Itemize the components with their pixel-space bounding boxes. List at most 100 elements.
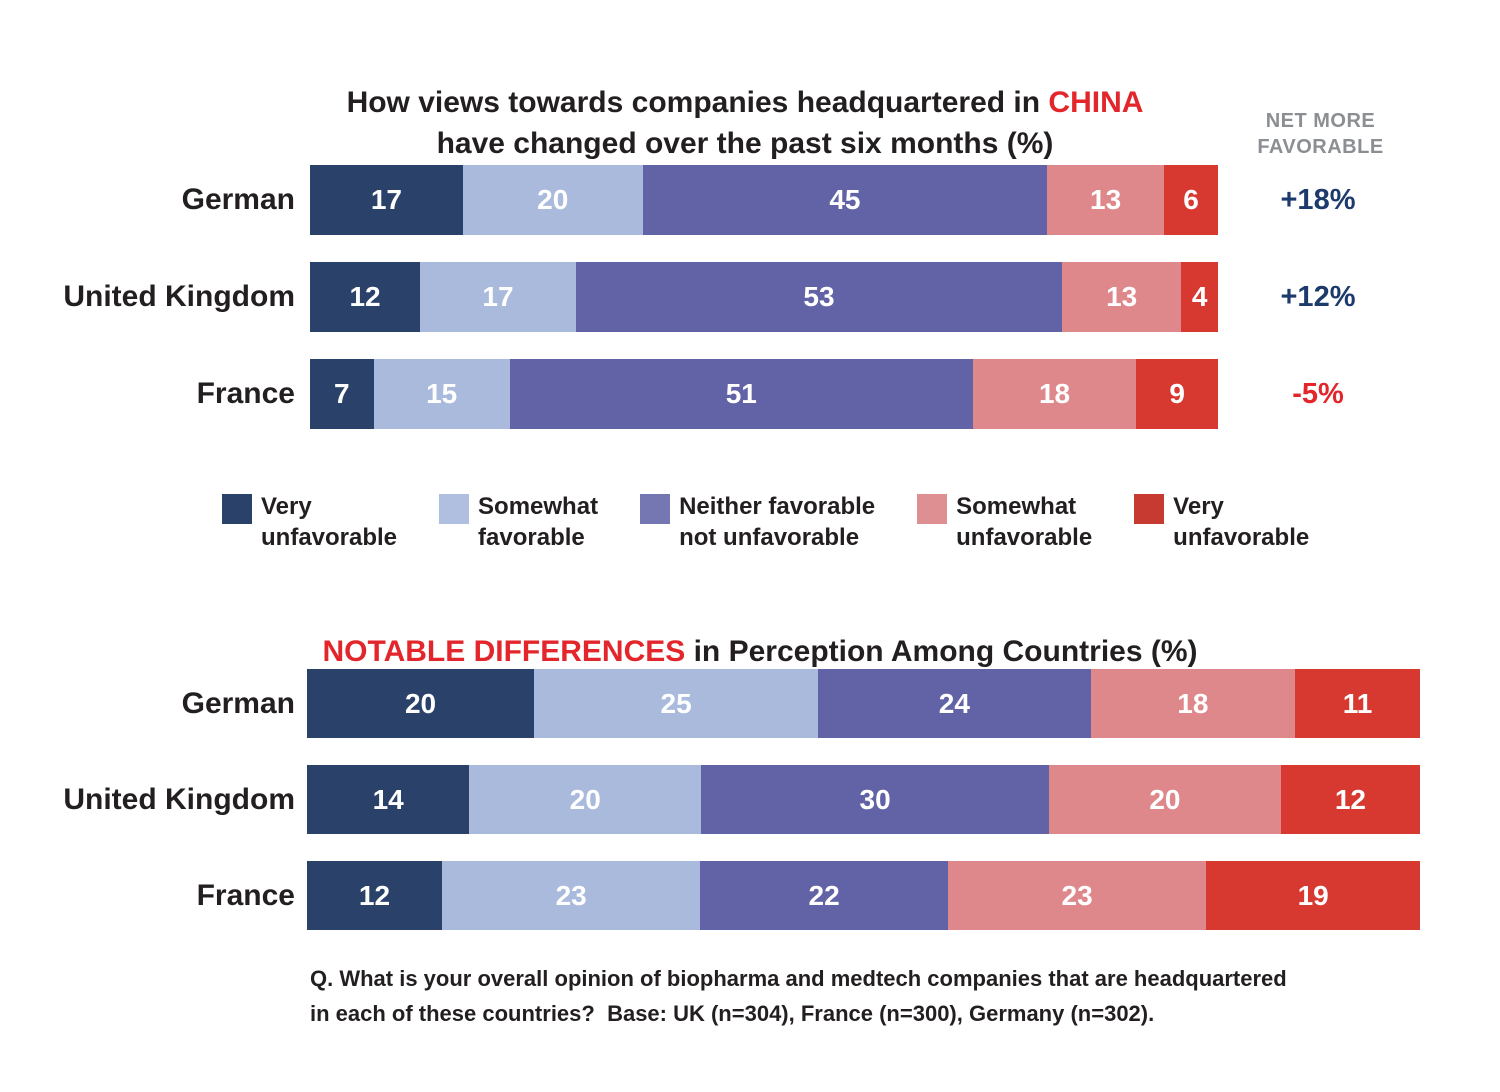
segment-neither-favorable-not-unfavorable: 45 [642, 165, 1048, 235]
legend-item-1: Somewhat favorable [439, 492, 598, 553]
segment-neither-favorable-not-unfavorable: 30 [701, 765, 1049, 834]
segment-very-unfavorable: 11 [1295, 669, 1420, 738]
net-more-favorable-value: +18% [1280, 183, 1356, 216]
segment-somewhat-unfavorable: 18 [972, 359, 1137, 429]
legend-label-2: Neither favorable not unfavorable [679, 493, 876, 551]
chart2-title-highlight: NOTABLE DIFFERENCES [322, 634, 686, 668]
legend-item-3: Somewhat unfavorable [917, 492, 1092, 553]
segment-neither-favorable-not-unfavorable: 53 [575, 262, 1063, 332]
chart2-rows: German 20 25 24 18 11 United Kingdom 14 20 30 20 12… [0, 669, 1420, 930]
segment-value: 30 [859, 783, 891, 815]
segment-very-unfavorable: 12 [310, 262, 421, 332]
segment-neither-favorable-not-unfavorable: 22 [700, 861, 948, 930]
stacked-bar-france: 7 15 51 18 9 [310, 359, 1218, 429]
segment-very-unfavorable: 12 [1280, 765, 1420, 834]
row-label-german: German [181, 686, 295, 720]
segment-very-unfavorable: 4 [1181, 262, 1218, 332]
stacked-bar-france: 12 23 22 23 19 [307, 861, 1420, 930]
segment-somewhat-unfavorable: 13 [1047, 165, 1165, 235]
segment-very-unfavorable: 14 [307, 765, 470, 834]
stacked-bar-united-kingdom: 12 17 53 13 4 [310, 262, 1218, 332]
segment-value: 14 [372, 783, 404, 815]
chart2-title-suffix: in Perception Among Countries (%) [685, 634, 1198, 668]
chart1-title-highlight: CHINA [1048, 85, 1144, 119]
legend-swatch-3 [917, 494, 948, 524]
segment-very-unfavorable: 6 [1164, 165, 1218, 235]
segment-somewhat-favorable: 23 [441, 861, 701, 930]
stacked-bar-united-kingdom: 14 20 30 20 12 [307, 765, 1420, 834]
segment-value: 53 [803, 281, 835, 312]
segment-value: 13 [1106, 281, 1138, 312]
segment-very-unfavorable: 19 [1206, 861, 1420, 930]
segment-somewhat-favorable: 20 [462, 165, 643, 235]
chart1-title-line1: How views towards companies headquartere… [285, 82, 1205, 123]
footnote-line1: Q. What is your overall opinion of bioph… [310, 966, 1287, 991]
segment-value: 20 [569, 783, 601, 815]
segment-value: 45 [829, 184, 861, 215]
bar-row-german: German 17 20 45 13 6 +18% [0, 165, 1418, 235]
segment-somewhat-favorable: 17 [420, 262, 576, 332]
chart2-title: NOTABLE DIFFERENCES in Perception Among … [260, 631, 1260, 672]
segment-very-unfavorable: 9 [1136, 359, 1218, 429]
segment-value: 51 [725, 378, 757, 409]
legend-swatch-2 [640, 494, 671, 524]
net-more-favorable-value: -5% [1292, 377, 1344, 410]
segment-value: 24 [938, 687, 970, 719]
bar-row-france: France 12 23 22 23 19 [0, 861, 1420, 930]
segment-somewhat-unfavorable: 18 [1090, 669, 1296, 738]
row-label-france: France [196, 878, 295, 912]
segment-value: 25 [660, 687, 692, 719]
segment-somewhat-unfavorable: 20 [1049, 765, 1281, 834]
segment-value: 18 [1177, 687, 1209, 719]
segment-value: 11 [1342, 687, 1373, 719]
legend-item-2: Neither favorable not unfavorable [640, 492, 875, 553]
legend-label-1: Somewhat favorable [478, 493, 599, 551]
segment-value: 13 [1090, 184, 1122, 215]
segment-value: 19 [1297, 879, 1329, 911]
segment-value: 17 [370, 184, 402, 215]
segment-value: 15 [426, 378, 458, 409]
segment-value: 12 [349, 281, 381, 312]
segment-very-unfavorable: 12 [307, 861, 442, 930]
segment-value: 23 [1061, 879, 1093, 911]
bar-row-united-kingdom: United Kingdom 12 17 53 13 4 +12% [0, 262, 1418, 332]
bar-row-united-kingdom: United Kingdom 14 20 30 20 12 [0, 765, 1420, 834]
bar-row-france: France 7 15 51 18 9 -5% [0, 359, 1418, 429]
segment-value: 17 [482, 281, 514, 312]
segment-value: 23 [555, 879, 587, 911]
row-label-german: German [181, 183, 295, 216]
segment-somewhat-favorable: 25 [534, 669, 819, 738]
legend-item-0: Very unfavorable [222, 492, 397, 553]
segment-very-unfavorable: 7 [310, 359, 374, 429]
segment-somewhat-unfavorable: 13 [1062, 262, 1182, 332]
net-more-favorable-value: +12% [1280, 280, 1356, 313]
legend-swatch-1 [439, 494, 470, 524]
segment-value: 7 [333, 378, 350, 409]
stacked-bar-german: 17 20 45 13 6 [310, 165, 1218, 235]
chart2-title-line1: NOTABLE DIFFERENCES in Perception Among … [260, 631, 1260, 672]
legend-swatch-4 [1134, 494, 1165, 524]
segment-value: 22 [808, 879, 840, 911]
chart1-rows: German 17 20 45 13 6 +18% United Kingdom 12 17 53 1… [0, 165, 1418, 429]
segment-somewhat-favorable: 20 [469, 765, 702, 834]
segment-value: 20 [537, 184, 569, 215]
segment-very-unfavorable: 20 [307, 669, 535, 738]
segment-value: 18 [1038, 378, 1071, 409]
legend-swatch-0 [222, 494, 252, 524]
segment-somewhat-favorable: 15 [373, 359, 510, 429]
segment-neither-favorable-not-unfavorable: 24 [818, 669, 1091, 738]
footnote: Q. What is your overall opinion of bioph… [310, 961, 1287, 1031]
bar-row-german: German 20 25 24 18 11 [0, 669, 1420, 738]
segment-value: 4 [1191, 281, 1208, 312]
footnote-line2: in each of these countries? Base: UK (n=… [310, 1001, 1155, 1027]
segment-value: 6 [1183, 184, 1199, 215]
chart1-title-line2: have changed over the past six months (%… [436, 127, 1054, 161]
segment-value: 12 [1334, 783, 1367, 815]
stacked-bar-german: 20 25 24 18 11 [307, 669, 1420, 738]
chart1-title-prefix: How views towards companies headquartere… [346, 85, 1049, 119]
row-label-united-kingdom: United Kingdom [63, 280, 295, 313]
row-label-france: France [196, 377, 295, 410]
segment-value: 20 [404, 687, 437, 719]
row-label-united-kingdom: United Kingdom [63, 782, 295, 816]
